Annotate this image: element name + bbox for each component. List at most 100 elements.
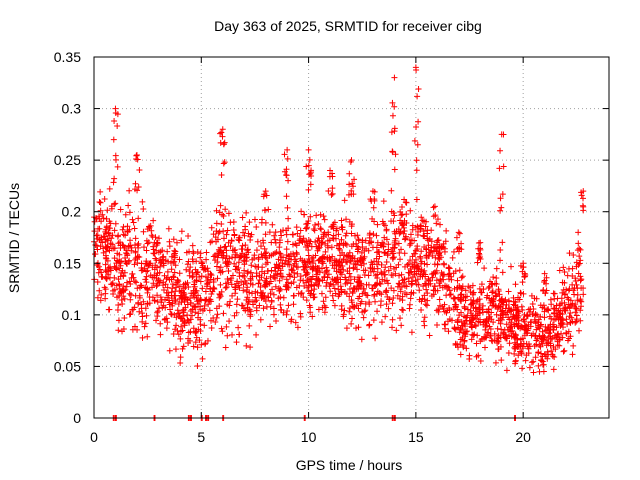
data-point [142,305,149,312]
data-point [197,278,204,285]
data-point [173,281,180,288]
data-point [331,219,338,226]
data-point [414,93,421,100]
data-point [535,349,542,356]
data-point [572,278,579,285]
data-point [134,187,141,194]
data-point [497,320,504,327]
data-point [98,218,105,225]
data-point [221,243,228,250]
data-point [130,219,137,226]
data-point [400,279,407,286]
data-point [495,317,502,324]
data-point [343,325,350,332]
data-point [176,256,183,263]
data-point [552,334,559,341]
data-point [170,274,177,281]
data-point [346,170,353,177]
data-point [212,319,219,326]
data-point [235,236,242,243]
data-point [414,141,421,148]
data-point [143,258,150,265]
data-point [267,303,274,310]
data-point [223,231,230,238]
data-point [560,348,567,355]
data-point [190,325,197,332]
data-point [132,248,139,255]
data-point [243,342,250,349]
data-point [560,324,567,331]
data-point [241,232,248,239]
data-point [284,238,291,245]
data-point [110,179,117,186]
data-point [430,287,437,294]
data-point [177,354,184,361]
data-point [423,286,430,293]
data-point [329,253,336,260]
data-point [239,214,246,221]
data-point [451,285,458,292]
data-point [285,177,292,184]
data-point [140,298,147,305]
data-point [201,322,208,329]
data-point [137,282,144,289]
data-point [169,281,176,288]
data-point [232,290,239,297]
data-point [134,285,141,292]
data-point [260,193,267,200]
data-point [162,316,169,323]
data-point [279,273,286,280]
data-point [380,198,387,205]
data-point [227,243,234,250]
data-point [527,323,534,330]
data-point [109,241,116,248]
data-point [510,330,517,337]
data-point [156,269,163,276]
data-point [202,266,209,273]
data-point [320,260,327,267]
data-point [103,275,110,282]
data-point [155,235,162,242]
data-point [285,215,292,222]
data-point [525,306,532,313]
data-point [236,284,243,291]
data-point [433,267,440,274]
data-point [242,223,249,230]
data-point [540,302,547,309]
data-point [472,323,479,330]
data-point [407,257,414,264]
data-point [547,326,554,333]
data-point [218,129,225,136]
data-point [217,264,224,271]
data-point [111,175,118,182]
data-point [312,222,319,229]
data-point [223,323,230,330]
data-point [489,302,496,309]
data-point [395,240,402,247]
data-point [576,260,583,267]
data-point [213,305,220,312]
data-point [413,157,420,164]
data-point [417,255,424,262]
data-point [265,206,272,213]
data-point [526,364,533,371]
data-point [111,227,118,234]
data-point [218,325,225,332]
data-point [405,260,412,267]
data-point [235,324,242,331]
data-point [501,326,508,333]
data-point [545,307,552,314]
data-point [110,136,117,143]
data-point [414,223,421,230]
data-point [538,356,545,363]
data-point [381,278,388,285]
data-point [323,268,330,275]
data-point [198,341,205,348]
data-point [225,267,232,274]
data-point [121,245,128,252]
data-point [139,313,146,320]
data-point [283,231,290,238]
data-point [265,294,272,301]
data-point [271,264,278,271]
data-point [207,239,214,246]
